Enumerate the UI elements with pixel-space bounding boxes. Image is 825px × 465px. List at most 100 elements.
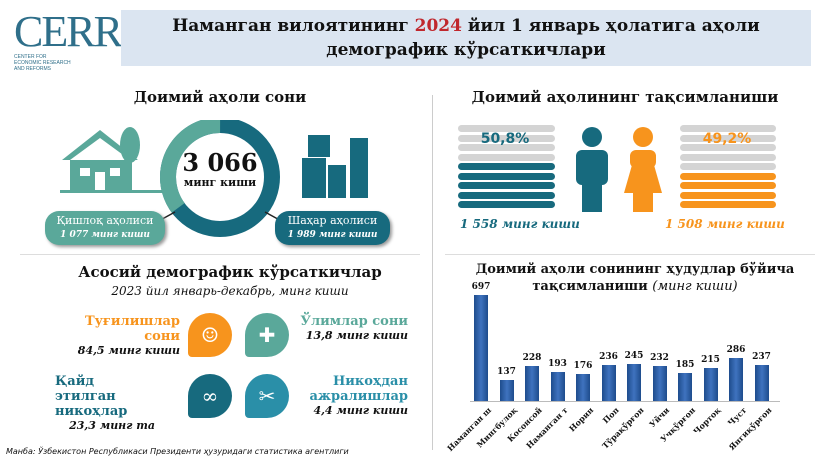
rural-label: Қишлоқ аҳолиси bbox=[56, 214, 154, 227]
baby-icon: ☺ bbox=[188, 313, 232, 357]
female-stripes bbox=[680, 125, 776, 210]
stripe bbox=[458, 153, 555, 161]
stripe bbox=[458, 182, 555, 189]
bar-value-label: 228 bbox=[522, 353, 542, 364]
x-axis bbox=[470, 401, 780, 402]
bar bbox=[576, 374, 590, 401]
stripe bbox=[680, 163, 776, 170]
stripe bbox=[680, 153, 776, 161]
female-percent: 49,2% bbox=[702, 131, 752, 147]
stripe bbox=[680, 201, 776, 208]
stripe bbox=[458, 191, 555, 199]
bar-value-label: 185 bbox=[675, 359, 695, 370]
marriages-label: Қайд этилган bbox=[55, 374, 116, 404]
bar-value-label: 237 bbox=[752, 351, 771, 362]
divorces-label: Никоҳдан bbox=[332, 374, 408, 389]
bar bbox=[754, 364, 769, 401]
rings-icon: ∞ bbox=[188, 374, 232, 418]
bar-value-label: 236 bbox=[599, 352, 618, 363]
female-value: 1 508 минг киши bbox=[665, 217, 785, 231]
bar-value-label: 193 bbox=[548, 358, 567, 369]
chart-title-line2: тақсимланиши bbox=[532, 279, 648, 294]
urban-label: Шаҳар аҳолиси bbox=[287, 214, 378, 227]
bar bbox=[652, 365, 667, 401]
bar-value-label: 176 bbox=[573, 361, 593, 372]
births-label: Туғилишлар сони bbox=[84, 314, 180, 344]
urban-value: 1 989 минг киши bbox=[287, 230, 378, 240]
stripe bbox=[458, 201, 555, 208]
horizontal-divider bbox=[445, 254, 815, 255]
title-part: йил 1 январь ҳолатига аҳоли bbox=[461, 16, 760, 36]
stripe bbox=[680, 191, 776, 199]
gender-title: Доимий аҳолининг тақсимланиши bbox=[471, 88, 779, 106]
divorces-label: ажралишлар bbox=[309, 389, 408, 404]
divorce-icon: ✂ bbox=[245, 374, 289, 418]
male-percent: 50,8% bbox=[480, 131, 530, 147]
page-title: Наманган вилоятининг 2024 йил 1 январь ҳ… bbox=[121, 10, 811, 66]
chart-unit: (минг киши) bbox=[652, 279, 738, 294]
stripe bbox=[458, 125, 555, 132]
bar bbox=[550, 371, 565, 401]
female-icon bbox=[624, 127, 662, 212]
logo-text: CERR bbox=[14, 7, 123, 56]
bar-value-label: 245 bbox=[624, 350, 644, 361]
marriages-label: никоҳлар bbox=[55, 404, 128, 419]
marriages-value: 23,3 минг та bbox=[69, 419, 155, 432]
category-label: Норин bbox=[566, 405, 596, 434]
stripe bbox=[458, 163, 555, 170]
bar bbox=[678, 372, 692, 401]
rural-value: 1 077 минг киши bbox=[60, 230, 150, 240]
title-part: Наманган вилоятининг bbox=[172, 16, 415, 36]
horizontal-divider bbox=[20, 254, 420, 255]
stripe bbox=[680, 182, 776, 189]
population-title: Доимий аҳоли сони bbox=[133, 88, 307, 106]
buildings-icon bbox=[302, 135, 368, 198]
male-stripes bbox=[458, 125, 555, 210]
bar bbox=[499, 380, 514, 401]
stripe bbox=[680, 144, 776, 151]
bar bbox=[474, 295, 488, 401]
stripe bbox=[458, 144, 555, 151]
population-graphics bbox=[60, 120, 368, 237]
deaths-label: Ўлимлар сони bbox=[300, 314, 408, 329]
bar bbox=[627, 363, 641, 401]
title-line2: демографик кўрсаткичлари bbox=[326, 40, 606, 60]
category-label: Поп bbox=[600, 405, 621, 426]
chart-title-line1: Доимий аҳоли сонининг ҳудудлар бўйича bbox=[475, 262, 795, 277]
bar bbox=[729, 357, 743, 401]
donut-rural bbox=[160, 120, 280, 237]
stripe bbox=[680, 125, 776, 132]
urban-pill: Шаҳар аҳолиси 1 989 минг киши bbox=[275, 211, 390, 245]
divorces-value: 4,4 минг киши bbox=[313, 404, 408, 417]
category-label: Наманган ш bbox=[444, 405, 494, 454]
bar bbox=[525, 366, 539, 401]
cerr-logo: CERR CENTER FOR ECONOMIC RESEARCH AND RE… bbox=[14, 7, 123, 73]
category-label: Чортоқ bbox=[691, 405, 723, 437]
stripe bbox=[458, 134, 555, 142]
stripe bbox=[680, 172, 776, 180]
bar-value-label: 697 bbox=[471, 282, 491, 293]
male-icon bbox=[576, 127, 608, 212]
total-population: 3 066 bbox=[182, 148, 258, 177]
deaths-value: 13,8 минг киши bbox=[305, 329, 408, 342]
people-icons bbox=[576, 127, 662, 212]
vertical-divider bbox=[432, 95, 433, 450]
bar-value-label: 215 bbox=[701, 355, 720, 366]
source-note: Манба: Ўзбекистон Республикаси Президент… bbox=[6, 447, 349, 456]
male-value: 1 558 минг киши bbox=[460, 217, 580, 231]
total-unit: минг киши bbox=[183, 176, 257, 189]
demographics-title: Асосий демографик кўрсаткичлар bbox=[78, 263, 382, 281]
category-label: Чуст bbox=[725, 405, 749, 428]
stripe bbox=[458, 172, 555, 180]
district-bar-chart: 697 Наманган ш 137 Мингбулоқ 228 Косонсой 193 Н… bbox=[445, 270, 790, 460]
bar-value-label: 232 bbox=[650, 352, 669, 363]
births-value: 84,5 минг киши bbox=[77, 344, 180, 357]
bar-value-label: 137 bbox=[497, 367, 516, 378]
logo-subtitle: CENTER FOR ECONOMIC RESEARCH AND REFORMS bbox=[14, 54, 71, 72]
chart-title: Доимий аҳоли сонининг ҳудудлар бўйича та… bbox=[450, 261, 820, 295]
bar bbox=[601, 365, 616, 401]
title-year: 2024 bbox=[414, 16, 462, 36]
bar bbox=[703, 368, 718, 401]
house-icon bbox=[60, 127, 170, 193]
demographics-subtitle: 2023 йил январь-декабрь, минг киши bbox=[111, 284, 349, 298]
